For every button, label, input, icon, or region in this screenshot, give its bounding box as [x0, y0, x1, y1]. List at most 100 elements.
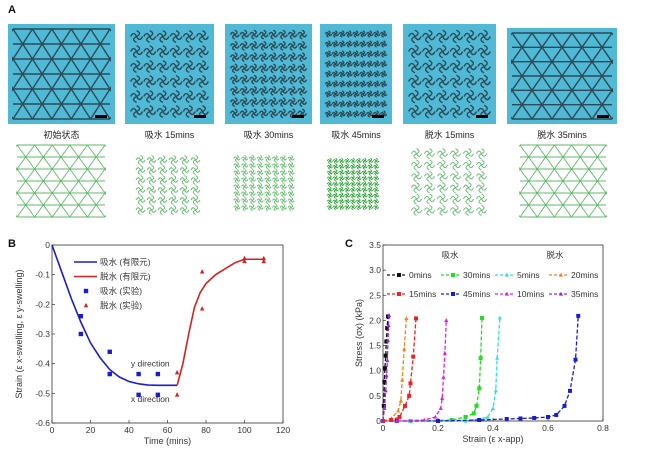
y-tick-label: 3.0 [369, 265, 381, 275]
state-caption: 吸水 15mins [144, 130, 195, 140]
data-point [451, 292, 455, 296]
y-tick-label: -0.5 [35, 388, 50, 398]
data-point [546, 414, 550, 419]
data-point [491, 406, 495, 411]
series-45mins [394, 313, 581, 423]
data-point [433, 414, 438, 419]
legend-label: 30mins [463, 270, 490, 280]
photo-state-4 [403, 24, 496, 124]
state-caption: 脱水 35mins [537, 130, 587, 140]
data-point [471, 411, 476, 416]
data-point [403, 403, 407, 408]
data-point [438, 406, 443, 411]
x-tick-label: 40 [124, 425, 134, 435]
data-point [532, 415, 537, 420]
data-point [107, 371, 112, 377]
simulation-drawing-4 [410, 148, 488, 216]
y-tick-label: 0 [45, 240, 50, 250]
y-tick-label: 1.5 [369, 341, 381, 351]
y-axis-label: Strain (ε x-swelling, ε y-swelling) [14, 269, 24, 398]
series-line [410, 317, 483, 422]
data-point [382, 406, 387, 411]
data-point [242, 258, 247, 264]
annotation: x direction [131, 394, 170, 404]
data-point [398, 398, 403, 403]
scale-bar [476, 115, 488, 118]
state-caption: 脱水 15mins [424, 130, 475, 140]
data-point [385, 358, 390, 363]
x-axis-label: Strain (ε x-app) [462, 434, 523, 444]
y-tick-label: 1.0 [369, 366, 381, 376]
legend-label: 45mins [463, 289, 490, 299]
data-point [404, 316, 409, 321]
data-point [199, 269, 205, 274]
data-point [397, 273, 401, 277]
data-point [383, 353, 388, 358]
data-point [440, 395, 445, 400]
simulation-drawing-5 [519, 144, 607, 218]
panel-a-letter: A [8, 4, 16, 16]
series-line [382, 316, 389, 422]
scale-bar [597, 115, 609, 118]
photo-state-0 [8, 24, 115, 124]
data-point [396, 408, 401, 413]
data-point [407, 393, 412, 398]
data-point [504, 416, 509, 421]
data-point [576, 313, 581, 318]
data-point [497, 315, 502, 320]
annotation: y direction [131, 359, 170, 369]
data-point [573, 357, 578, 362]
series-1 [176, 258, 264, 386]
chart-c: 0 0.2 0.4 0.6 0.8 0 0.5 1.0 1.5 2.0 2.5 3.0 3.5 Strai… [354, 240, 609, 444]
photo-state-1 [125, 24, 214, 124]
data-point [389, 417, 394, 422]
simulation-drawing-3 [326, 157, 380, 211]
data-point [505, 291, 509, 296]
y-tick-label: -0.3 [35, 329, 50, 339]
scale-bar [95, 115, 107, 118]
series-line [396, 320, 447, 422]
data-point [155, 371, 161, 377]
series-30mins [408, 315, 484, 423]
y-tick-label: -0.4 [35, 359, 50, 369]
state-caption: 吸水 30mins [243, 130, 294, 140]
state-caption: 吸水 45mins [331, 130, 381, 140]
y-axis-label: Stress (σx) (kPa) [354, 299, 364, 367]
series-2 [78, 314, 161, 398]
data-point [387, 313, 392, 317]
data-point [480, 315, 484, 320]
data-point [402, 346, 407, 351]
legend-label: 5mins [517, 270, 540, 280]
y-tick-label: 0.5 [369, 391, 381, 401]
series-line [176, 258, 264, 386]
data-point [444, 318, 449, 323]
legend-label: 吸水 (有限元) [100, 257, 151, 267]
data-point [382, 379, 387, 384]
data-point [381, 418, 385, 423]
scale-bar [292, 115, 304, 118]
y-tick-label: 2.0 [369, 315, 381, 325]
data-point [78, 314, 84, 319]
x-tick-label: 20 [86, 425, 96, 435]
x-tick-label: 0 [381, 423, 386, 433]
legend-label: 0mins [409, 270, 432, 280]
legend-label: 脱水 (实验) [100, 301, 142, 311]
data-point [261, 258, 266, 264]
data-point [493, 388, 498, 393]
legend-label: 脱水 (有限元) [100, 272, 151, 282]
series-line [410, 317, 501, 422]
series-0 [51, 244, 178, 387]
x-tick-label: 120 [276, 425, 290, 435]
data-point [155, 392, 161, 398]
data-point [174, 392, 180, 397]
x-tick-label: 0.6 [542, 423, 554, 433]
data-point [505, 272, 509, 277]
data-point [449, 417, 454, 422]
data-point [562, 403, 567, 408]
chart-b: 0 20 40 60 80 100 120 0 -0.1 -0.2 -0.3 -0.4 -0.5 -0.6… [14, 240, 290, 446]
panel-c-letter: C [345, 238, 353, 250]
x-tick-label: 0.2 [432, 423, 444, 433]
data-point [518, 416, 523, 421]
y-tick-label: -0.2 [35, 299, 50, 309]
simulation-drawing-1 [135, 155, 201, 215]
